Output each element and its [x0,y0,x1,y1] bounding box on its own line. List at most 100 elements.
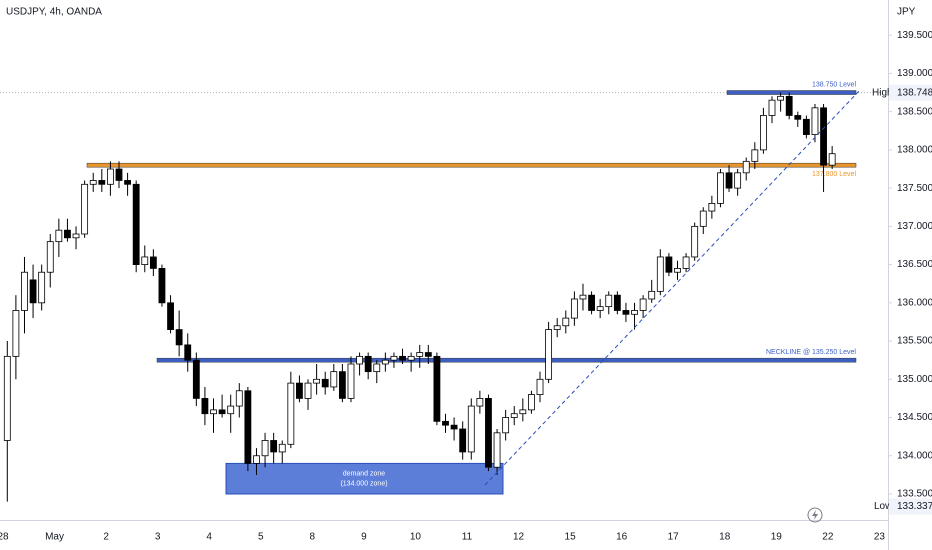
y-tick-label: 134.000 [897,450,932,461]
candle-body [261,440,269,457]
candle-body [510,413,518,418]
candle-body [399,355,406,361]
icon-bolt [812,510,818,520]
demand-zone [225,462,504,495]
candle-body [98,180,106,185]
candle-body [175,329,183,346]
level-label: 138.750 Level [812,81,856,88]
candle-body [467,405,475,453]
candle-body [167,302,174,330]
candle-body [751,149,759,162]
candle-body [115,168,123,181]
y-tick-label: 138.000 [897,145,932,156]
candle-body [519,409,527,415]
candle-body [192,359,200,399]
y-tick-label: 137.500 [897,183,932,194]
candle-body [29,279,37,304]
candle-body [55,229,63,243]
candle-body [760,115,767,151]
candle-body [149,256,157,269]
candle-body [502,417,510,434]
y-tick-label: 137.000 [897,221,932,232]
candle-body [416,352,424,357]
lightning-icon[interactable] [807,507,823,523]
candle-body [588,294,595,311]
candle-body [330,371,338,388]
candle-body [794,115,802,120]
candle-body [64,229,71,239]
candle-body [570,298,578,319]
high-label: High [872,87,893,98]
candle-body [356,355,363,365]
candle-body [106,168,114,185]
level-line [86,162,857,168]
y-tick-label: 135.000 [897,374,932,385]
y-tick-label: 133.500 [897,489,932,500]
level-label: NECKLINE @ 135.250 Level [766,349,856,356]
candle-body [158,268,166,304]
candle-body [278,443,286,453]
candle-body [296,382,303,399]
candle-body [682,256,690,269]
candle-body [459,428,467,453]
candle-body [562,317,570,327]
candle-body [132,183,140,265]
candle-body [622,310,630,315]
icon-ring [807,507,823,523]
x-tick-label: 10 [410,532,422,543]
candle-body [450,424,458,430]
candle-body [3,355,11,441]
y-tick-label: 138.500 [897,106,932,117]
low-value: 133.337 [897,501,932,512]
candle-body [442,420,449,426]
candle-body [244,390,252,464]
level-line [726,90,857,95]
candle-body [493,432,501,468]
candle-body [338,371,346,399]
candle-body [476,398,484,407]
x-tick-label: 2 [103,532,109,543]
candle-body [777,95,785,101]
candle-body [38,271,46,304]
candle-body [631,310,638,315]
x-tick-label: 8 [310,532,316,543]
y-tick-label: 136.000 [897,297,932,308]
x-tick-label: 28 [0,532,9,543]
candle-body [742,160,750,174]
low-tag [889,498,932,515]
candle-body [553,325,561,330]
level-label: 137.800 Level [812,171,856,178]
candle-body [596,306,604,311]
candle-body [579,294,587,300]
candle-body [270,440,278,453]
candle-body [674,268,681,273]
candle-body [648,290,656,300]
candle-body [605,294,613,308]
chart-title: USDJPY, 4h, OANDA [6,7,102,18]
x-tick-label: 15 [565,532,577,543]
candle-body [210,409,217,415]
zone-label: demand zone [343,470,386,477]
zone-sublabel: (134.000 zone) [340,480,387,487]
x-tick-label: 22 [822,532,834,543]
candle-body [390,355,398,361]
candle-body [768,99,776,116]
candle-body [72,233,80,239]
candle-body [717,172,724,204]
candle-body [12,310,20,357]
candle-body [536,378,544,395]
candle-body [424,352,432,357]
candle-body [433,355,441,422]
x-tick-label: 12 [513,532,525,543]
candle-body [347,363,355,399]
y-tick-label: 135.500 [897,336,932,347]
candle-body [253,455,260,464]
candle-body [802,118,810,135]
x-tick-label: 9 [361,532,367,543]
candle-body [785,95,793,116]
x-tick-label: 23 [874,532,886,543]
currency-label: JPY [897,7,916,18]
candle-body [287,382,295,445]
